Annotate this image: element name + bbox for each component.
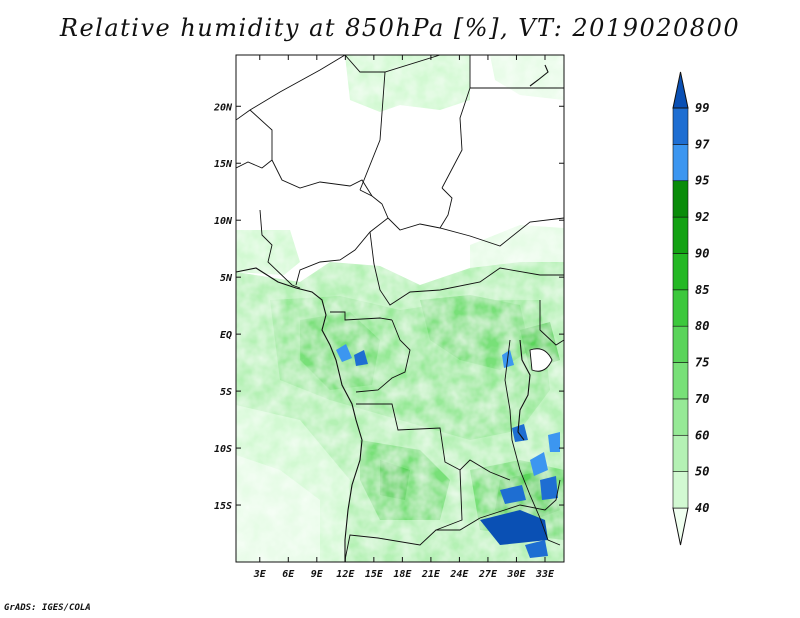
lat-tick-label: 5N	[220, 273, 233, 284]
colorbar-level-label: 80	[695, 319, 709, 333]
latitude-axis: 20N 15N 10N 5N EQ 5S 10S 15S	[213, 102, 564, 512]
map-frame	[235, 54, 565, 563]
colorbar-level-label: 50	[695, 465, 709, 479]
colorbar-level-label: 70	[695, 392, 709, 406]
colorbar-swatch	[672, 180, 689, 218]
lon-tick-label: 3E	[253, 569, 267, 580]
lon-tick-label: 30E	[506, 569, 526, 580]
humidity-field	[236, 55, 564, 562]
lon-tick-label: 15E	[365, 569, 384, 580]
colorbar-swatch	[672, 325, 689, 363]
colorbar-swatch	[672, 144, 689, 182]
colorbar-level-label: 95	[695, 174, 709, 188]
lon-tick-label: 21E	[421, 569, 441, 580]
lon-tick-label: 18E	[393, 569, 412, 580]
lat-tick-label: 15S	[214, 501, 232, 512]
lon-tick-label: 33E	[535, 569, 555, 580]
saturated-cells	[336, 344, 560, 558]
colorbar-swatch	[672, 289, 689, 327]
colorbar-level-label: 85	[695, 283, 709, 297]
colorbar-level-label: 75	[695, 356, 709, 370]
colorbar-level-label: 97	[695, 137, 710, 151]
lon-tick-label: 9E	[311, 569, 324, 580]
colorbar-level-label: 92	[695, 210, 709, 224]
colorbar: 40 50 60 70 75 80 85 90 92 95 97 99	[672, 71, 710, 546]
colorbar-level-label: 60	[695, 428, 709, 442]
lon-tick-label: 12E	[336, 569, 355, 580]
lake-victoria	[529, 348, 553, 372]
colorbar-level-label: 99	[695, 101, 709, 115]
lat-tick-label: 5S	[220, 387, 232, 398]
lat-tick-label: EQ	[220, 330, 232, 341]
lat-tick-label: 20N	[213, 102, 233, 113]
colorbar-level-label: 90	[695, 246, 709, 260]
longitude-axis: 3E 6E 9E 12E 15E 18E 21E 24E 27E 30E 33E	[253, 55, 555, 580]
colorbar-swatch	[672, 253, 689, 291]
lon-tick-label: 6E	[282, 569, 295, 580]
colorbar-swatch	[672, 471, 689, 509]
colorbar-swatch	[672, 216, 689, 254]
colorbar-swatch	[672, 362, 689, 400]
lat-tick-label: 15N	[214, 159, 233, 170]
lon-tick-label: 27E	[478, 569, 498, 580]
lon-tick-label: 24E	[449, 569, 469, 580]
lat-tick-label: 10N	[214, 216, 233, 227]
colorbar-min-arrow	[672, 507, 689, 546]
colorbar-level-label: 40	[695, 501, 709, 515]
credit-label: GrADS: IGES/COLA	[4, 603, 91, 613]
colorbar-max-arrow	[672, 71, 689, 109]
map-borders	[236, 55, 564, 562]
colorbar-swatch	[672, 107, 689, 145]
colorbar-swatch	[672, 434, 689, 472]
map-title: Relative humidity at 850hPa [%], VT: 201…	[59, 14, 741, 42]
lat-tick-label: 10S	[214, 444, 232, 455]
colorbar-swatch	[672, 398, 689, 436]
